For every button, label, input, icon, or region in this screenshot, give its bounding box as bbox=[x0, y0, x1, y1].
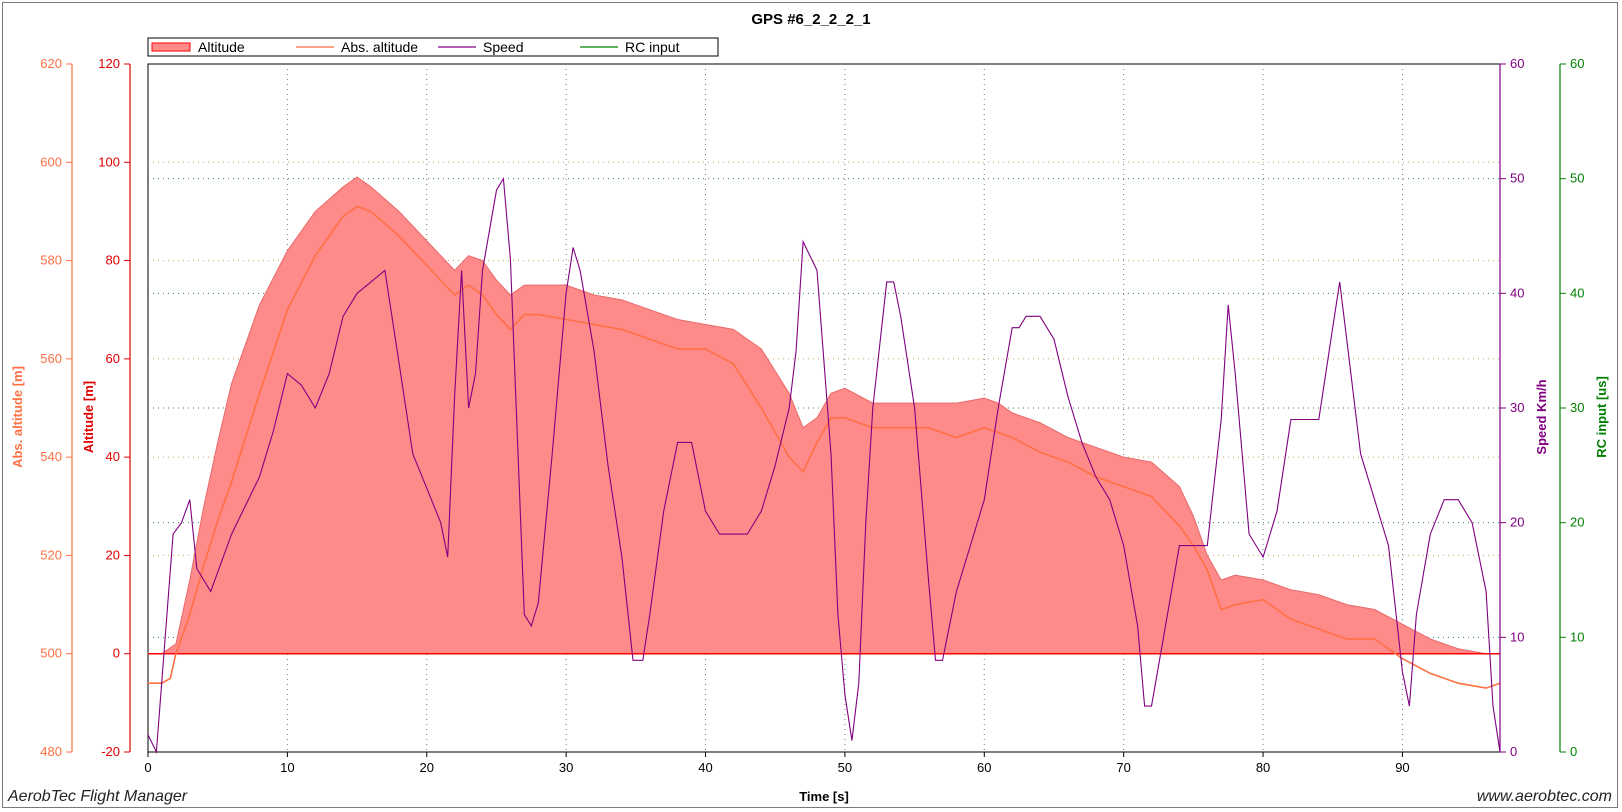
series-abs-altitude-line bbox=[148, 205, 1501, 689]
tick-label-altitude: 120 bbox=[98, 56, 120, 71]
axis-title-speed: Speed Km/h bbox=[1534, 379, 1549, 454]
footer-app-name: AerobTec Flight Manager bbox=[8, 788, 188, 805]
tick-label-altitude: 0 bbox=[113, 646, 120, 661]
axis-title-altitude: Altitude [m] bbox=[81, 381, 96, 453]
tick-label-abs_altitude: 540 bbox=[40, 449, 62, 464]
axis-title-time: Time [s] bbox=[799, 789, 849, 804]
tick-label-rc_input: 50 bbox=[1570, 171, 1584, 186]
series-speed-line bbox=[147, 176, 1501, 755]
tick-label-rc_input: 60 bbox=[1570, 56, 1584, 71]
tick-label-abs_altitude: 480 bbox=[40, 744, 62, 759]
tick-label-speed: 30 bbox=[1510, 400, 1524, 415]
tick-label-abs_altitude: 520 bbox=[40, 547, 62, 562]
tick-label-time: 80 bbox=[1256, 760, 1270, 775]
tick-label-abs_altitude: 500 bbox=[40, 646, 62, 661]
legend-box bbox=[147, 37, 719, 57]
legend-label-abs-altitude: Abs. altitude bbox=[341, 39, 418, 55]
tick-label-rc_input: 0 bbox=[1570, 744, 1577, 759]
tick-label-altitude: 80 bbox=[106, 253, 120, 268]
tick-label-time: 20 bbox=[420, 760, 434, 775]
tick-label-abs_altitude: 600 bbox=[40, 154, 62, 169]
tick-label-abs_altitude: 620 bbox=[40, 56, 62, 71]
tick-label-speed: 60 bbox=[1510, 56, 1524, 71]
legend-label-rc-input: RC input bbox=[625, 39, 680, 55]
legend: Altitude Abs. altitude Speed RC input bbox=[147, 37, 719, 57]
tick-label-speed: 40 bbox=[1510, 285, 1524, 300]
tick-label-altitude: 40 bbox=[106, 449, 120, 464]
tick-label-abs_altitude: 560 bbox=[40, 351, 62, 366]
tick-label-speed: 50 bbox=[1510, 171, 1524, 186]
axis-title-rc-input: RC input [us] bbox=[1594, 376, 1609, 458]
tick-label-time: 0 bbox=[144, 760, 151, 775]
legend-label-speed: Speed bbox=[483, 39, 523, 55]
series-altitude-area bbox=[147, 176, 1501, 655]
tick-label-rc_input: 40 bbox=[1570, 285, 1584, 300]
plot-area bbox=[147, 176, 1501, 755]
tick-label-time: 50 bbox=[838, 760, 852, 775]
tick-label-rc_input: 30 bbox=[1570, 400, 1584, 415]
tick-label-rc_input: 10 bbox=[1570, 629, 1584, 644]
tick-label-time: 70 bbox=[1116, 760, 1130, 775]
axis-title-abs-altitude: Abs. altitude [m] bbox=[10, 366, 25, 468]
axes: 480500520540560580600620-200204060801001… bbox=[40, 56, 1584, 775]
tick-label-time: 30 bbox=[559, 760, 573, 775]
legend-swatch-altitude bbox=[151, 42, 191, 52]
tick-label-speed: 20 bbox=[1510, 515, 1524, 530]
tick-label-altitude: 100 bbox=[98, 154, 120, 169]
tick-label-abs_altitude: 580 bbox=[40, 253, 62, 268]
tick-label-altitude: -20 bbox=[101, 744, 120, 759]
tick-label-time: 60 bbox=[977, 760, 991, 775]
chart-title: GPS #6_2_2_2_1 bbox=[751, 11, 870, 28]
tick-label-rc_input: 20 bbox=[1570, 515, 1584, 530]
tick-label-time: 90 bbox=[1395, 760, 1409, 775]
tick-label-altitude: 60 bbox=[106, 351, 120, 366]
tick-label-speed: 10 bbox=[1510, 629, 1524, 644]
footer-website: www.aerobtec.com bbox=[1476, 788, 1612, 805]
legend-label-altitude: Altitude bbox=[198, 39, 245, 55]
tick-label-time: 40 bbox=[698, 760, 712, 775]
tick-label-time: 10 bbox=[280, 760, 294, 775]
tick-label-altitude: 20 bbox=[106, 547, 120, 562]
tick-label-speed: 0 bbox=[1510, 744, 1517, 759]
